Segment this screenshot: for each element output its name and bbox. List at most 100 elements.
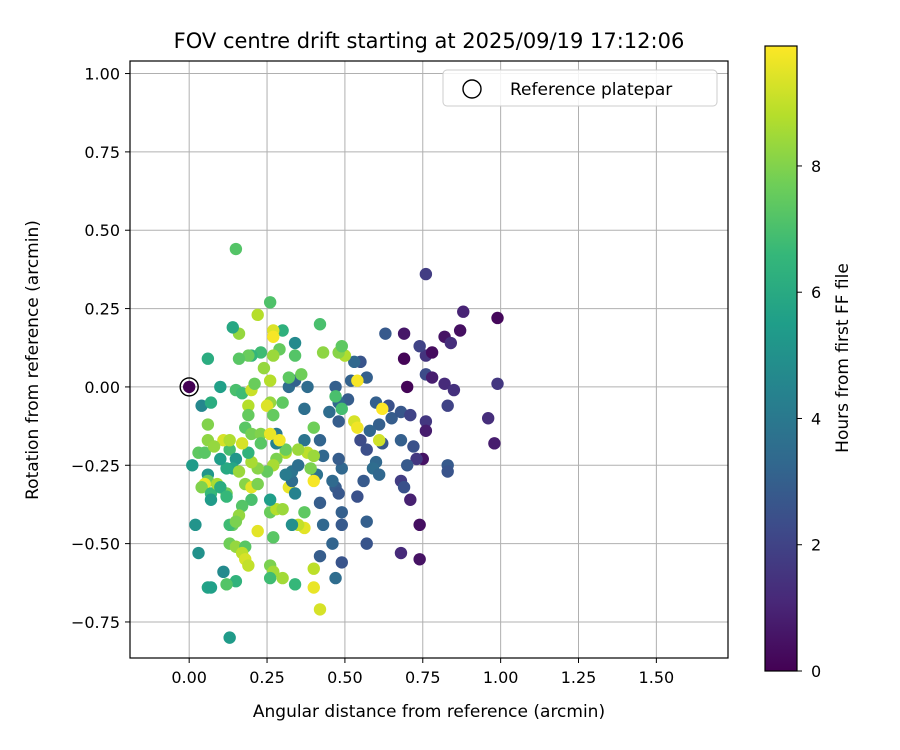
y-tick-label: 0.25: [84, 300, 120, 319]
data-point: [441, 465, 454, 478]
data-point: [335, 556, 348, 569]
data-point: [404, 493, 417, 506]
data-point: [204, 581, 218, 594]
data-point: [307, 421, 320, 434]
colorbar-label: Hours from first FF file: [833, 263, 853, 453]
data-point: [235, 437, 249, 450]
data-point: [313, 318, 327, 331]
data-point: [335, 462, 348, 475]
data-point: [360, 443, 373, 456]
data-point: [400, 459, 414, 472]
data-point: [226, 321, 239, 334]
data-point: [481, 412, 495, 425]
data-point: [195, 481, 208, 494]
colorbar-tick-label: 2: [811, 536, 821, 555]
data-point: [419, 267, 433, 281]
data-point: [273, 433, 286, 447]
data-point: [313, 496, 327, 510]
data-point: [335, 402, 348, 416]
y-axis-ticks: −0.75 −0.50 −0.25 0.00 0.25 0.50 0.75 1.00: [71, 65, 130, 632]
data-point: [201, 418, 215, 431]
colorbar-gradient: [764, 45, 798, 672]
data-point: [307, 449, 320, 463]
data-point: [207, 440, 221, 453]
data-point: [360, 371, 373, 384]
data-point: [298, 506, 311, 519]
data-point: [192, 546, 205, 560]
data-point: [326, 537, 339, 550]
data-point: [307, 562, 320, 575]
data-point: [313, 433, 327, 447]
data-point: [307, 581, 320, 594]
data-point: [329, 390, 342, 403]
data-point: [326, 474, 339, 488]
data-point: [263, 427, 277, 441]
data-point: [204, 396, 218, 409]
data-point: [335, 506, 348, 519]
data-point: [220, 490, 233, 503]
data-point: [201, 352, 215, 365]
data-point: [214, 452, 227, 466]
data-point: [413, 339, 426, 353]
data-point: [385, 412, 398, 425]
data-point: [242, 349, 255, 362]
data-point: [425, 371, 439, 384]
data-point: [223, 443, 236, 456]
data-point: [298, 402, 311, 416]
data-point: [254, 427, 268, 441]
data-point: [410, 452, 423, 466]
data-point: [242, 446, 255, 459]
legend: Reference platepar: [442, 69, 718, 107]
data-point: [304, 462, 317, 475]
data-point: [214, 380, 227, 394]
y-axis-label: Rotation from reference (arcmin): [23, 220, 43, 500]
data-point: [397, 327, 411, 340]
data-point: [394, 546, 408, 560]
data-point: [260, 465, 274, 478]
data-point: [195, 399, 208, 412]
data-point: [229, 515, 243, 528]
data-point: [220, 462, 233, 475]
data-point: [313, 549, 327, 563]
data-point: [316, 518, 330, 532]
data-points: [186, 242, 504, 644]
data-point: [288, 336, 302, 350]
data-point: [235, 499, 249, 513]
reference-point: [182, 380, 196, 394]
data-point: [232, 465, 246, 478]
data-point: [214, 481, 227, 494]
data-point: [223, 433, 236, 447]
data-point: [397, 481, 411, 494]
data-point: [351, 490, 364, 503]
data-point: [360, 537, 373, 550]
data-point: [285, 518, 299, 532]
data-point: [229, 575, 243, 588]
data-point: [372, 433, 386, 447]
chart-title: FOV centre drift starting at 2025/09/19 …: [174, 29, 685, 53]
data-point: [329, 571, 342, 585]
data-point: [329, 380, 342, 394]
data-point: [257, 361, 271, 375]
data-point: [220, 578, 233, 591]
y-tick-label: 1.00: [84, 65, 120, 84]
data-point: [267, 349, 280, 362]
x-tick-label: 1.50: [639, 668, 675, 687]
y-tick-label: −0.25: [71, 456, 120, 475]
x-axis-ticks: 0.00 0.25 0.50 0.75 1.00 1.25 1.50: [171, 658, 674, 687]
data-point: [301, 380, 314, 394]
colorbar-ticks: 0 2 4 6 8: [797, 157, 821, 681]
data-point: [295, 368, 308, 381]
data-point: [441, 399, 454, 412]
legend-label: Reference platepar: [510, 80, 672, 100]
data-point: [307, 474, 320, 488]
y-tick-label: 0.75: [84, 143, 120, 162]
data-point: [276, 396, 289, 409]
data-point: [379, 327, 392, 340]
data-point: [245, 427, 258, 441]
data-point: [235, 386, 249, 400]
data-point: [400, 380, 414, 394]
data-point: [263, 374, 277, 387]
data-point: [245, 493, 258, 506]
colorbar-tick-label: 4: [811, 409, 821, 428]
data-point: [242, 559, 255, 572]
